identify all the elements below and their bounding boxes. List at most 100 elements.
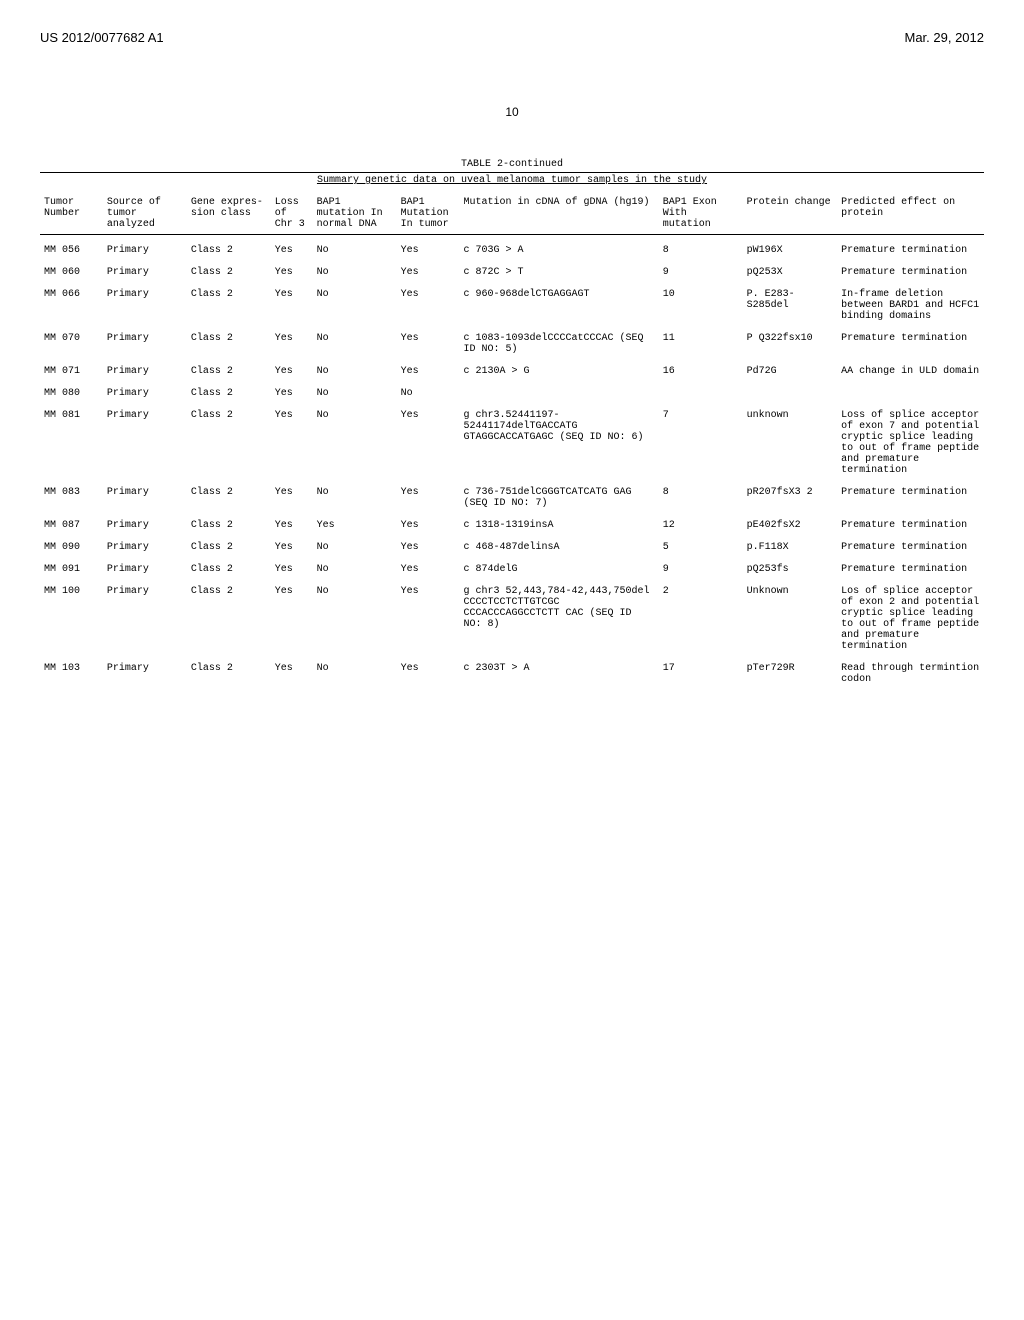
table-cell: 8: [659, 235, 743, 258]
table-row: MM 081PrimaryClass 2YesNoYesg chr3.52441…: [40, 400, 984, 477]
table-cell: No: [313, 554, 397, 576]
table-cell: Unknown: [743, 576, 837, 653]
table-body: MM 056PrimaryClass 2YesNoYesc 703G > A8p…: [40, 235, 984, 687]
table-cell: Class 2: [187, 576, 271, 653]
table-cell: Yes: [271, 576, 313, 653]
table-cell: Primary: [103, 510, 187, 532]
rule-top: [40, 172, 984, 173]
table-cell: c 1318-1319insA: [459, 510, 658, 532]
table-cell: Yes: [397, 400, 460, 477]
table-cell: MM 087: [40, 510, 103, 532]
table-cell: 8: [659, 477, 743, 510]
col-tumor-number: Tumor Number: [40, 196, 103, 235]
doc-header: US 2012/0077682 A1 Mar. 29, 2012: [40, 30, 984, 45]
table-cell: [459, 378, 658, 400]
table-cell: Primary: [103, 279, 187, 323]
table-cell: Yes: [271, 653, 313, 686]
table-cell: Class 2: [187, 510, 271, 532]
genetic-data-table: Tumor Number Source of tumor analyzed Ge…: [40, 196, 984, 686]
table-row: MM 080PrimaryClass 2YesNoNo: [40, 378, 984, 400]
table-cell: No: [313, 257, 397, 279]
table-cell: Class 2: [187, 653, 271, 686]
table-subtitle: Summary genetic data on uveal melanoma t…: [40, 175, 984, 186]
table-cell: 12: [659, 510, 743, 532]
table-cell: c 736-751delCGGGTCATCATG GAG (SEQ ID NO:…: [459, 477, 658, 510]
table-cell: pTer729R: [743, 653, 837, 686]
table-cell: Primary: [103, 257, 187, 279]
table-cell: Class 2: [187, 257, 271, 279]
table-cell: MM 083: [40, 477, 103, 510]
table-cell: Yes: [397, 356, 460, 378]
table-cell: 9: [659, 554, 743, 576]
table-cell: Yes: [271, 356, 313, 378]
col-gene-class: Gene expres- sion class: [187, 196, 271, 235]
table-cell: Class 2: [187, 477, 271, 510]
table-cell: 10: [659, 279, 743, 323]
table-cell: Primary: [103, 576, 187, 653]
table-cell: c 703G > A: [459, 235, 658, 258]
table-cell: Primary: [103, 235, 187, 258]
col-bap1-tumor: BAP1 Mutation In tumor: [397, 196, 460, 235]
table-cell: Primary: [103, 554, 187, 576]
table-cell: No: [313, 532, 397, 554]
table-cell: Class 2: [187, 279, 271, 323]
table-cell: Yes: [271, 323, 313, 356]
table-cell: Premature termination: [837, 510, 984, 532]
table-cell: MM 100: [40, 576, 103, 653]
table-cell: c 874delG: [459, 554, 658, 576]
table-cell: MM 090: [40, 532, 103, 554]
table-cell: Yes: [271, 378, 313, 400]
table-cell: pE402fsX2: [743, 510, 837, 532]
table-cell: No: [313, 378, 397, 400]
col-protein: Protein change: [743, 196, 837, 235]
table-cell: MM 091: [40, 554, 103, 576]
table-cell: c 960-968delCTGAGGAGT: [459, 279, 658, 323]
table-cell: Yes: [397, 235, 460, 258]
table-cell: Class 2: [187, 400, 271, 477]
table-cell: Yes: [397, 554, 460, 576]
table-cell: Yes: [271, 510, 313, 532]
table-cell: Class 2: [187, 378, 271, 400]
table-cell: Yes: [397, 576, 460, 653]
table-row: MM 070PrimaryClass 2YesNoYesc 1083-1093d…: [40, 323, 984, 356]
table-cell: 9: [659, 257, 743, 279]
col-loss-chr3: Loss of Chr 3: [271, 196, 313, 235]
table-cell: Primary: [103, 323, 187, 356]
table-cell: No: [313, 576, 397, 653]
table-cell: Yes: [271, 532, 313, 554]
table-cell: Loss of splice acceptor of exon 7 and po…: [837, 400, 984, 477]
table-cell: Premature termination: [837, 532, 984, 554]
table-cell: Class 2: [187, 235, 271, 258]
table-cell: 17: [659, 653, 743, 686]
table-cell: Yes: [397, 477, 460, 510]
table-row: MM 091PrimaryClass 2YesNoYesc 874delG9pQ…: [40, 554, 984, 576]
table-row: MM 083PrimaryClass 2YesNoYesc 736-751del…: [40, 477, 984, 510]
table-cell: Primary: [103, 532, 187, 554]
table-cell: c 2303T > A: [459, 653, 658, 686]
table-cell: g chr3.52441197-52441174delTGACCATG GTAG…: [459, 400, 658, 477]
table-cell: Yes: [271, 257, 313, 279]
table-cell: c 2130A > G: [459, 356, 658, 378]
table-cell: Premature termination: [837, 235, 984, 258]
table-row: MM 103PrimaryClass 2YesNoYesc 2303T > A1…: [40, 653, 984, 686]
table-cell: Class 2: [187, 323, 271, 356]
table-cell: Premature termination: [837, 257, 984, 279]
table-cell: P Q322fsx10: [743, 323, 837, 356]
table-cell: [743, 378, 837, 400]
table-cell: No: [313, 235, 397, 258]
col-cdna: Mutation in cDNA of gDNA (hg19): [459, 196, 658, 235]
table-cell: No: [313, 653, 397, 686]
table-cell: MM 060: [40, 257, 103, 279]
publication-date: Mar. 29, 2012: [905, 30, 985, 45]
table-row: MM 090PrimaryClass 2YesNoYesc 468-487del…: [40, 532, 984, 554]
col-source: Source of tumor analyzed: [103, 196, 187, 235]
table-cell: Yes: [271, 477, 313, 510]
col-exon: BAP1 Exon With mutation: [659, 196, 743, 235]
table-header-row: Tumor Number Source of tumor analyzed Ge…: [40, 196, 984, 235]
table-cell: Yes: [271, 235, 313, 258]
table-cell: Class 2: [187, 532, 271, 554]
table-row: MM 071PrimaryClass 2YesNoYesc 2130A > G1…: [40, 356, 984, 378]
table-cell: g chr3 52,443,784-42,443,750del CCCCTCCT…: [459, 576, 658, 653]
table-cell: No: [397, 378, 460, 400]
page-number: 10: [40, 105, 984, 119]
